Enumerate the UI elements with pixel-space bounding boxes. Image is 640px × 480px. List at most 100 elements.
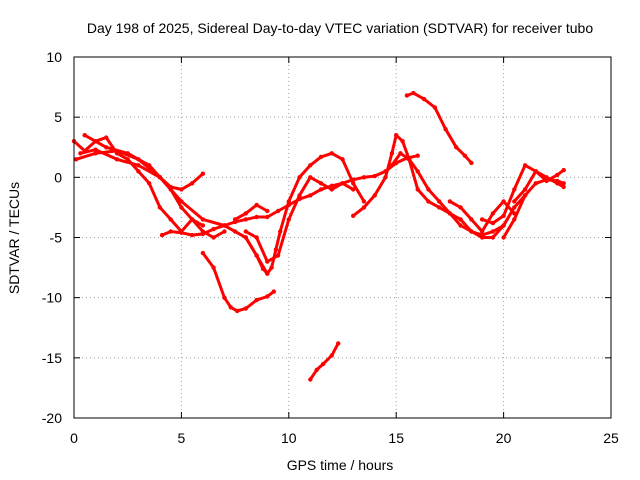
axis-ticks: 0 5 10 15 20 25 -20 -15 -10 -5 0 5 10 [42, 49, 619, 446]
data-point [314, 367, 319, 373]
data-point [447, 211, 453, 216]
data-point [533, 181, 538, 186]
data-point [443, 127, 448, 132]
data-point [147, 181, 152, 186]
data-point [308, 377, 313, 382]
data-point [469, 160, 474, 166]
series-line-3 [78, 148, 269, 276]
data-point [372, 173, 377, 179]
data-point [318, 187, 324, 192]
data-point [211, 265, 216, 270]
data-point [501, 213, 506, 218]
data-point [490, 211, 496, 216]
data-point [243, 211, 248, 216]
data-point [351, 213, 356, 218]
data-point [179, 230, 184, 235]
data-point [415, 169, 420, 174]
data-point [189, 232, 195, 238]
data-point [278, 229, 283, 234]
data-point [389, 151, 395, 156]
data-point [411, 90, 416, 96]
data-point [340, 157, 345, 162]
data-point [361, 205, 367, 210]
data-point [114, 157, 120, 162]
data-point [447, 199, 453, 204]
data-point [561, 167, 566, 173]
data-point [415, 153, 420, 158]
data-point [400, 139, 405, 144]
data-point [168, 187, 173, 192]
data-point [222, 295, 227, 300]
data-point [351, 181, 356, 186]
data-point [479, 217, 485, 222]
data-point [189, 181, 195, 186]
data-point [372, 193, 377, 198]
data-point [273, 247, 279, 252]
data-point [179, 205, 184, 210]
data-point [269, 265, 274, 270]
data-point [308, 193, 313, 198]
data-point [200, 171, 206, 176]
x-tick-label: 0 [70, 430, 78, 446]
data-point [254, 202, 259, 208]
data-point [426, 187, 431, 192]
data-point [426, 199, 431, 204]
data-point [490, 220, 496, 226]
data-point [432, 105, 438, 110]
data-point [265, 259, 270, 264]
data-point [286, 217, 291, 222]
data-point [318, 181, 324, 186]
data-point [297, 175, 302, 180]
data-point [265, 271, 270, 276]
data-point [179, 199, 184, 204]
data-point [458, 217, 463, 222]
data-point [404, 93, 410, 98]
data-point [318, 154, 324, 160]
data-point [159, 232, 165, 238]
data-point [222, 223, 227, 228]
data-point [421, 96, 427, 102]
data-point [254, 253, 259, 258]
data-point [265, 214, 270, 220]
y-tick-label: 0 [54, 169, 62, 185]
x-tick-label: 15 [388, 430, 404, 446]
data-point [490, 235, 496, 240]
series-group [71, 90, 566, 382]
data-point [406, 157, 412, 162]
x-tick-label: 25 [603, 430, 619, 446]
data-point [286, 199, 291, 204]
data-point [522, 187, 528, 192]
data-point [555, 181, 560, 186]
data-point [200, 231, 206, 237]
data-point [78, 151, 83, 156]
data-point [222, 229, 227, 234]
data-point [93, 151, 98, 156]
data-point [125, 157, 130, 162]
data-point [394, 133, 399, 138]
data-point [321, 361, 326, 367]
data-point [73, 157, 79, 162]
data-point [479, 229, 485, 234]
series-line-13 [405, 91, 473, 165]
data-point [479, 232, 485, 238]
data-point [136, 163, 141, 168]
y-tick-label: -5 [50, 230, 63, 246]
y-tick-label: 10 [46, 49, 62, 65]
data-point [243, 229, 248, 234]
data-point [271, 289, 276, 294]
x-tick-label: 5 [178, 430, 186, 446]
data-point [211, 226, 216, 232]
data-point [265, 294, 270, 299]
data-point [522, 163, 528, 168]
data-point [383, 175, 388, 180]
x-axis-label: GPS time / hours [287, 457, 394, 473]
data-point [561, 184, 566, 190]
data-point [458, 205, 463, 210]
data-point [157, 175, 163, 180]
series-line-10 [308, 341, 340, 381]
data-point [522, 193, 528, 198]
data-point [329, 183, 334, 188]
data-point [104, 145, 109, 150]
data-point [351, 187, 356, 192]
